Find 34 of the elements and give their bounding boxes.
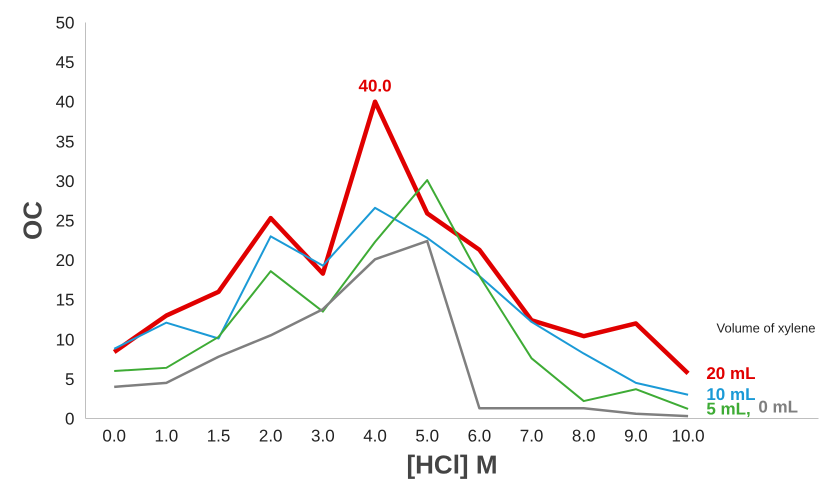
y-tick-label: 50: [56, 14, 75, 32]
line-series: [112, 240, 690, 418]
x-tick-label: 3.0: [311, 426, 335, 446]
y-tick-label: 5: [65, 370, 75, 389]
y-tick-label: 15: [56, 290, 75, 310]
x-tick-label: 9.0: [624, 426, 648, 446]
x-tick-label: 1.0: [154, 426, 178, 446]
line-series: [113, 206, 690, 396]
series-label: 5 mL,: [706, 399, 751, 418]
x-tick-label: 4.0: [363, 426, 387, 446]
y-tick-label: 25: [56, 212, 75, 230]
y-tick-label: 40: [56, 92, 75, 112]
line-series: [113, 179, 690, 410]
x-tick-label: 8.0: [572, 426, 596, 446]
x-tick-label: 10.0: [672, 426, 705, 446]
y-tick-label: 10: [56, 330, 75, 350]
data-label: 40.0: [358, 76, 392, 96]
y-tick-label: 30: [56, 172, 75, 191]
x-tick-label: 0.0: [102, 426, 126, 446]
x-tick-label: 1.5: [206, 426, 230, 446]
x-tick-label: 7.0: [520, 426, 544, 446]
legend-title: Volume of xylene: [716, 320, 816, 336]
x-axis-title: [HCl] M: [406, 450, 498, 480]
line-series: [112, 99, 690, 376]
x-tick-label: 6.0: [468, 426, 492, 446]
x-tick-label: 2.0: [258, 426, 283, 446]
text: 0 mL: [758, 398, 798, 417]
y-tick-label: 20: [56, 251, 75, 270]
y-tick-label: 0: [65, 410, 75, 428]
y-tick-label: 35: [56, 132, 75, 152]
y-axis-title: OC: [18, 200, 48, 240]
x-tick-label: 5.0: [415, 426, 440, 446]
series-label: 20 mL: [706, 364, 756, 383]
y-tick-label: 45: [56, 53, 75, 72]
